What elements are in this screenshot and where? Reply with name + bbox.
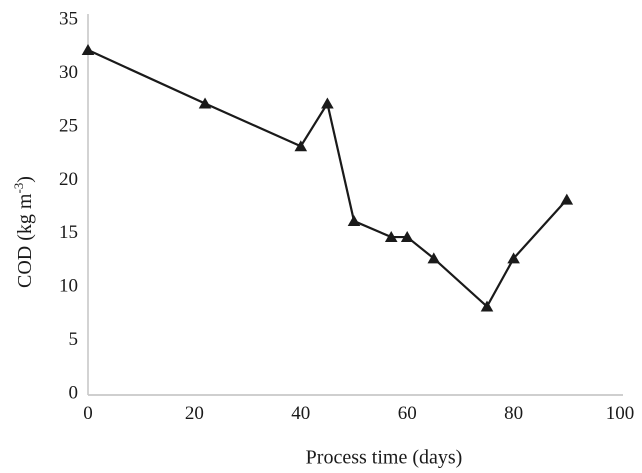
y-axis-title-close: ) bbox=[13, 176, 36, 183]
y-tick-label: 5 bbox=[69, 329, 79, 350]
y-tick-label: 35 bbox=[59, 9, 78, 30]
x-tick-label: 80 bbox=[504, 403, 523, 424]
triangle-marker bbox=[198, 97, 212, 109]
triangle-marker bbox=[81, 44, 95, 56]
triangle-marker bbox=[294, 140, 308, 152]
y-axis-tick-labels: 0 5 10 15 20 25 30 35 bbox=[59, 9, 78, 404]
cod-series-line bbox=[87, 49, 568, 309]
x-axis-tick-labels: 0 20 40 60 80 100 bbox=[83, 403, 634, 424]
y-axis-title-text: COD (kg m bbox=[13, 193, 36, 288]
x-tick-label: 100 bbox=[606, 403, 635, 424]
x-tick-label: 20 bbox=[185, 403, 204, 424]
x-tick-label: 60 bbox=[398, 403, 417, 424]
y-tick-label: 10 bbox=[59, 276, 78, 297]
triangle-marker bbox=[321, 97, 334, 109]
y-axis-title-superscript: -3 bbox=[11, 182, 27, 194]
triangle-marker bbox=[347, 215, 361, 227]
x-tick-label: 40 bbox=[291, 403, 310, 424]
y-tick-label: 30 bbox=[59, 62, 78, 83]
triangle-marker bbox=[384, 231, 398, 243]
y-tick-label: 15 bbox=[59, 222, 78, 243]
y-tick-label: 25 bbox=[59, 115, 78, 136]
triangle-marker bbox=[507, 252, 520, 264]
x-axis-title: Process time (days) bbox=[305, 446, 463, 469]
cod-series-markers bbox=[81, 44, 574, 312]
triangle-marker bbox=[427, 252, 441, 264]
triangle-marker bbox=[480, 300, 494, 312]
triangle-marker bbox=[400, 231, 414, 243]
triangle-marker bbox=[560, 193, 574, 205]
y-tick-label: 0 bbox=[69, 383, 79, 404]
y-tick-label: 20 bbox=[59, 169, 78, 190]
y-axis-title: COD (kg m-3) bbox=[11, 176, 37, 288]
x-tick-label: 0 bbox=[83, 403, 93, 424]
